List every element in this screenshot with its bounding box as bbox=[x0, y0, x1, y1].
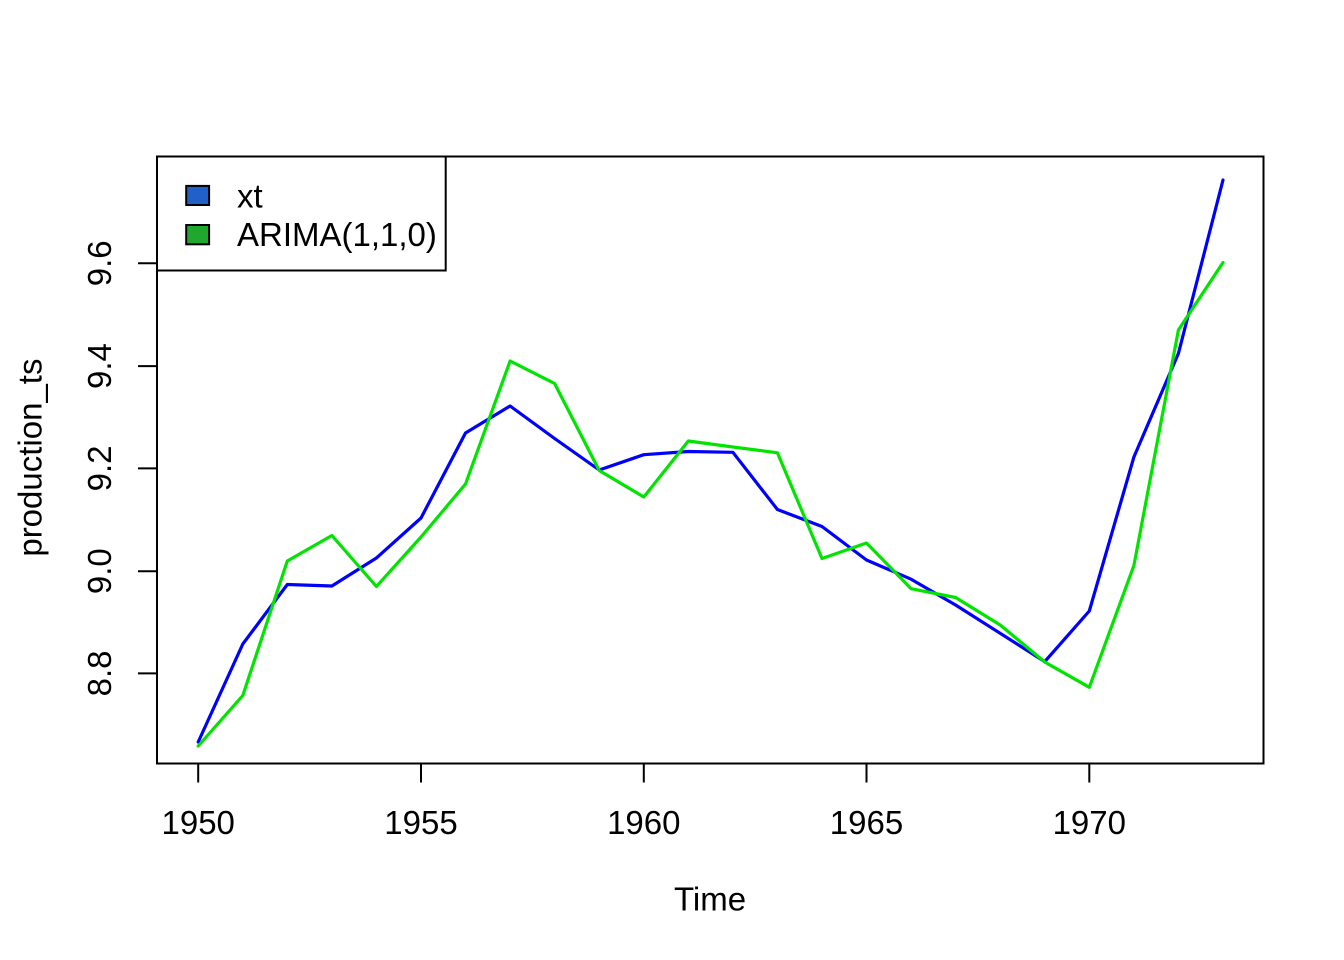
svg-text:9.6: 9.6 bbox=[81, 240, 118, 286]
svg-text:8.8: 8.8 bbox=[81, 650, 118, 696]
svg-text:9.0: 9.0 bbox=[81, 548, 118, 594]
svg-text:1970: 1970 bbox=[1053, 804, 1126, 841]
svg-text:xt: xt bbox=[237, 178, 263, 215]
svg-text:9.2: 9.2 bbox=[81, 445, 118, 491]
svg-text:1965: 1965 bbox=[830, 804, 903, 841]
svg-text:ARIMA(1,1,0): ARIMA(1,1,0) bbox=[237, 216, 437, 253]
svg-text:1960: 1960 bbox=[607, 804, 680, 841]
svg-text:1950: 1950 bbox=[161, 804, 234, 841]
svg-text:production_ts: production_ts bbox=[11, 359, 48, 557]
svg-text:9.4: 9.4 bbox=[81, 343, 118, 389]
svg-text:Time: Time bbox=[674, 881, 746, 918]
svg-text:1955: 1955 bbox=[384, 804, 457, 841]
